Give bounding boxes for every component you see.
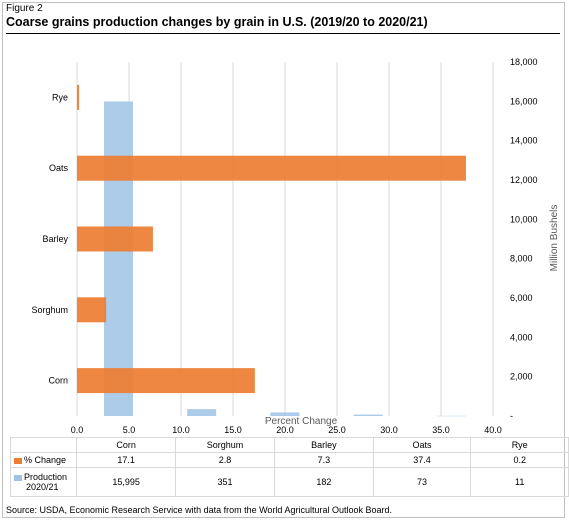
figure-label: Figure 2	[6, 3, 43, 14]
table-header: Barley	[274, 437, 374, 453]
category-label: Barley	[42, 234, 68, 244]
table-header: Sorghum	[174, 437, 276, 453]
table-cell: 7.3	[274, 452, 374, 468]
source-note: Source: USDA, Economic Research Service …	[6, 505, 392, 515]
production-bar	[270, 412, 300, 416]
pct-change-bars	[77, 84, 466, 394]
y2-tick-label: 2,000	[510, 372, 533, 382]
legend-key-orange	[14, 457, 22, 464]
production-bar	[353, 414, 383, 416]
pct-change-bar	[77, 297, 107, 323]
chart-title: Coarse grains production changes by grai…	[6, 15, 428, 29]
x-axis-label: Percent Change	[265, 416, 338, 427]
table-cell: 351	[174, 467, 276, 497]
x-tick-label: 35.0	[432, 425, 450, 435]
table-header: Oats	[372, 437, 472, 453]
production-bar	[104, 101, 133, 416]
y2-axis-label: Million Bushels	[549, 205, 560, 272]
x-tick-labels: 0.0 5.0 10.0 15.0 20.0 25.0 30.0 35.0 40.0	[71, 425, 502, 435]
category-label: Rye	[52, 92, 68, 102]
legend-label: % Change	[24, 455, 67, 465]
x-tick-label: 40.0	[484, 425, 502, 435]
pct-change-bar	[77, 155, 466, 181]
table-header-row: Corn Sorghum Barley Oats Rye	[9, 437, 569, 453]
table-cell: 37.4	[372, 452, 472, 468]
x-tick-label: 0.0	[71, 425, 84, 435]
x-tick-label: 15.0	[224, 425, 242, 435]
figure-frame	[2, 2, 565, 518]
table-cell: 15,995	[76, 467, 176, 497]
y2-tick-label: 4,000	[510, 332, 533, 342]
title-underline	[6, 33, 560, 34]
y2-tick-label: 8,000	[510, 254, 533, 264]
table-header: Rye	[470, 437, 569, 453]
legend-production: Production 2020/21	[9, 467, 78, 497]
y2-tick-label: 16,000	[510, 96, 538, 106]
legend-label: 2020/21	[26, 482, 59, 492]
table-row: Production 2020/21 15,995 351 182 73 11	[9, 467, 569, 497]
x-tick-label: 30.0	[380, 425, 398, 435]
pct-change-bar	[77, 84, 80, 110]
table-cell: 11	[470, 467, 569, 497]
legend-label: Production	[24, 472, 68, 482]
y2-tick-label: 6,000	[510, 293, 533, 303]
y2-tick-label: 14,000	[510, 136, 538, 146]
production-bar	[187, 409, 217, 416]
table-row: % Change 17.1 2.8 7.3 37.4 0.2	[9, 452, 569, 468]
x-tick-label: 25.0	[328, 425, 346, 435]
category-label: Corn	[48, 376, 68, 386]
x-tick-label: 5.0	[123, 425, 136, 435]
production-bars	[104, 101, 466, 417]
category-label: Oats	[49, 163, 69, 173]
x-tick-label: 20.0	[276, 425, 294, 435]
category-labels: Corn Sorghum Barley Oats Rye	[31, 92, 68, 385]
table-corner	[9, 437, 78, 453]
table-cell: 73	[372, 467, 472, 497]
table-header: Corn	[76, 437, 176, 453]
table-cell: 0.2	[470, 452, 569, 468]
pct-change-bar	[77, 368, 255, 394]
category-label: Sorghum	[31, 305, 68, 315]
y2-tick-label: -	[510, 411, 513, 421]
y2-tick-label: 12,000	[510, 175, 538, 185]
x-tick-label: 10.0	[172, 425, 190, 435]
y2-tick-label: 18,000	[510, 57, 538, 67]
y2-tick-labels: - 2,000 4,000 6,000 8,000 10,000 12,000 14,000 1…	[510, 57, 538, 421]
table-cell: 17.1	[76, 452, 176, 468]
table-cell: 182	[274, 467, 374, 497]
table-cell: 2.8	[174, 452, 276, 468]
production-bar	[436, 415, 466, 417]
legend-pct-change: % Change	[9, 452, 78, 468]
legend-key-blue	[14, 474, 22, 481]
data-table: Corn Sorghum Barley Oats Rye % Change 17…	[9, 437, 569, 497]
y2-tick-label: 10,000	[510, 214, 538, 224]
pct-change-bar	[77, 226, 153, 252]
